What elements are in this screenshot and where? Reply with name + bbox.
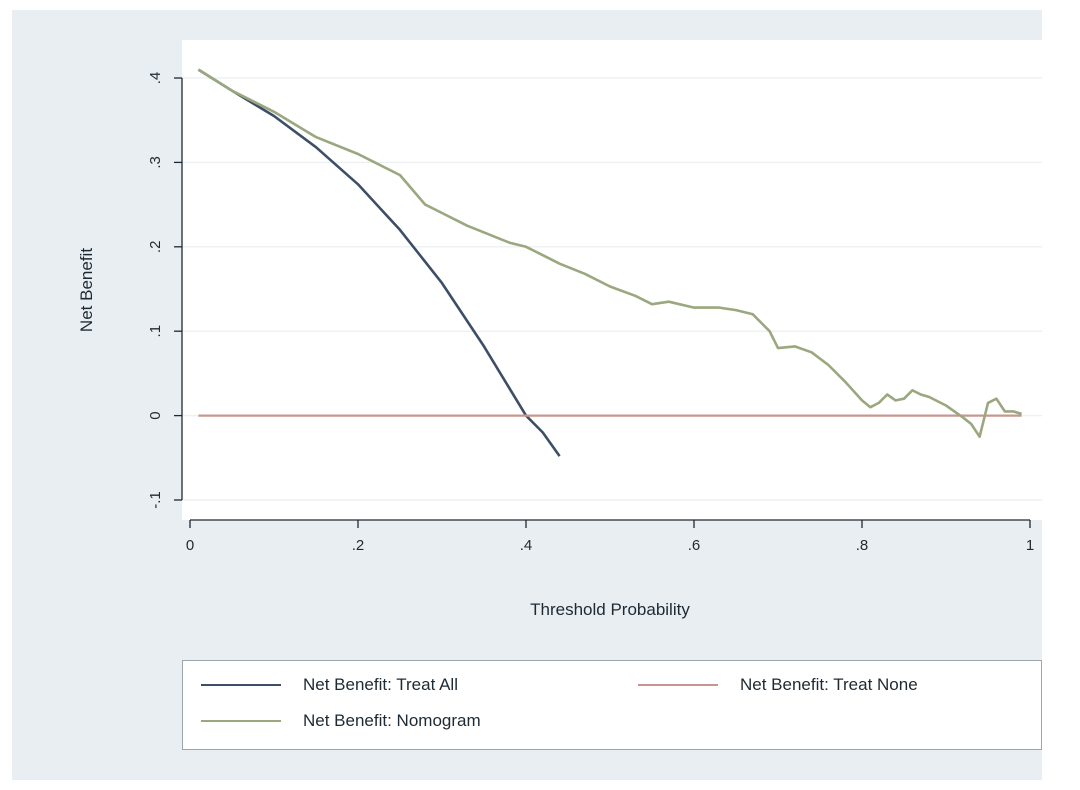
legend-label-treat-all: Net Benefit: Treat All xyxy=(303,675,458,694)
chart-figure: 0 .2 .4 .6 .8 1 -.1 0 .1 .2 .3 .4 Threshold Probabi… xyxy=(12,10,1042,780)
axes xyxy=(174,77,1031,528)
x-axis-title: Threshold Probability xyxy=(530,600,690,619)
legend-item-nomogram: Net Benefit: Nomogram xyxy=(201,711,481,731)
y-axis-title: Net Benefit xyxy=(77,248,96,332)
y-tick-label-5: .4 xyxy=(147,72,164,85)
series-line-treat-all xyxy=(197,68,561,457)
plot-area xyxy=(182,40,1042,520)
x-tick-label-4: .8 xyxy=(856,537,869,554)
gridlines xyxy=(182,77,1042,501)
legend-label-treat-none: Net Benefit: Treat None xyxy=(740,675,918,694)
x-tick-label-1: .2 xyxy=(352,537,365,554)
y-tick-label-3: .2 xyxy=(147,241,164,254)
y-tick-label-2: .1 xyxy=(147,325,164,338)
x-tick-label-2: .4 xyxy=(520,537,533,554)
legend: Net Benefit: Treat All Net Benefit: Trea… xyxy=(182,660,1042,750)
series-lines xyxy=(197,68,1022,457)
x-tick-label-0: 0 xyxy=(186,537,194,554)
legend-swatch-nomogram xyxy=(201,720,281,722)
legend-item-treat-none: Net Benefit: Treat None xyxy=(638,675,918,695)
tick-labels: 0 .2 .4 .6 .8 1 -.1 0 .1 .2 .3 .4 xyxy=(147,72,1034,554)
x-tick-label-3: .6 xyxy=(688,537,701,554)
series-line-nomogram xyxy=(197,68,1022,439)
y-tick-label-0: -.1 xyxy=(147,491,164,509)
x-tick-label-5: 1 xyxy=(1026,537,1034,554)
y-tick-label-4: .3 xyxy=(147,156,164,169)
y-tick-label-1: 0 xyxy=(147,411,164,419)
chart-svg: 0 .2 .4 .6 .8 1 -.1 0 .1 .2 .3 .4 Threshold Probabi… xyxy=(77,68,1042,619)
legend-label-nomogram: Net Benefit: Nomogram xyxy=(303,711,481,730)
legend-swatch-treat-none xyxy=(638,684,718,686)
legend-swatch-treat-all xyxy=(201,684,281,686)
legend-item-treat-all: Net Benefit: Treat All xyxy=(201,675,458,695)
